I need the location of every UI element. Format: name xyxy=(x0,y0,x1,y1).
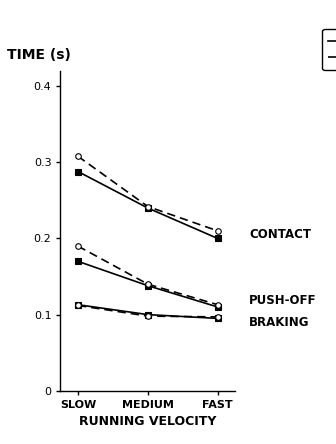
X-axis label: RUNNING VELOCITY: RUNNING VELOCITY xyxy=(79,415,216,428)
Text: BRAKING: BRAKING xyxy=(249,316,310,329)
Legend: BEFORE, AFTER: BEFORE, AFTER xyxy=(322,29,336,70)
Text: CONTACT: CONTACT xyxy=(249,228,311,241)
Text: PUSH-OFF: PUSH-OFF xyxy=(249,294,317,307)
Text: TIME (s): TIME (s) xyxy=(7,48,71,62)
